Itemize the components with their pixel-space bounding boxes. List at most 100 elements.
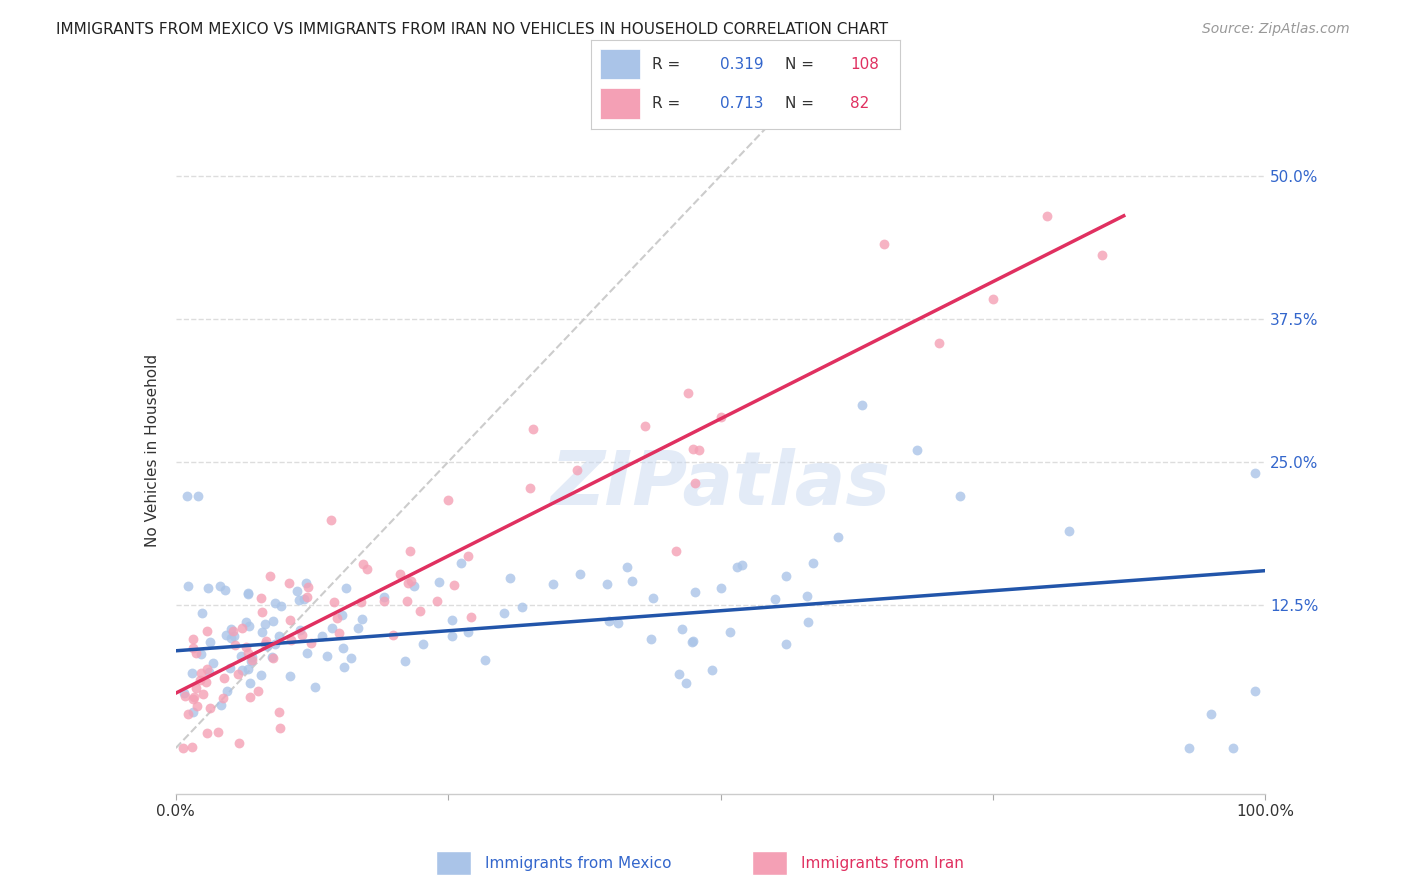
Point <box>198 665 221 679</box>
Text: N =: N = <box>786 96 820 111</box>
Point <box>215 683 238 698</box>
Point <box>288 624 311 638</box>
Point <box>285 584 308 599</box>
Point <box>474 653 496 667</box>
Point <box>382 627 405 641</box>
Point <box>328 626 350 640</box>
Point <box>675 675 697 690</box>
Point <box>253 637 276 651</box>
Point <box>873 237 896 252</box>
Point <box>250 668 273 682</box>
Point <box>315 648 337 663</box>
Point <box>264 637 287 651</box>
Point <box>409 604 432 618</box>
Point <box>681 634 703 648</box>
Point <box>250 605 273 619</box>
FancyBboxPatch shape <box>752 851 787 875</box>
Point <box>235 640 257 655</box>
Text: ZIPatlas: ZIPatlas <box>551 449 890 521</box>
Point <box>634 418 657 433</box>
Point <box>333 660 356 674</box>
Point <box>195 726 218 740</box>
Point <box>280 613 302 627</box>
Point <box>350 612 373 626</box>
Point <box>682 633 704 648</box>
Point <box>460 609 482 624</box>
Point <box>172 741 194 756</box>
FancyBboxPatch shape <box>436 851 471 875</box>
Point <box>214 627 236 641</box>
Point <box>219 661 242 675</box>
Point <box>304 680 326 694</box>
Point <box>326 611 349 625</box>
Point <box>682 442 704 457</box>
Point <box>228 667 250 681</box>
Point <box>177 579 200 593</box>
Point <box>295 591 318 605</box>
Point <box>250 624 273 639</box>
Point <box>796 615 818 630</box>
Point <box>191 687 214 701</box>
Point <box>702 663 724 677</box>
Point <box>607 615 630 630</box>
Point <box>640 632 662 646</box>
Point <box>676 385 699 400</box>
Point <box>259 569 281 583</box>
Point <box>399 544 422 558</box>
FancyBboxPatch shape <box>600 88 640 119</box>
Point <box>262 651 284 665</box>
Point <box>665 544 688 558</box>
Point <box>321 513 343 527</box>
Point <box>278 669 301 683</box>
Point <box>1243 467 1265 481</box>
Point <box>174 690 197 704</box>
Point <box>190 647 212 661</box>
Point <box>195 662 218 676</box>
Point <box>340 650 363 665</box>
Point <box>297 646 319 660</box>
Point <box>395 593 418 607</box>
Text: IMMIGRANTS FROM MEXICO VS IMMIGRANTS FROM IRAN NO VEHICLES IN HOUSEHOLD CORRELAT: IMMIGRANTS FROM MEXICO VS IMMIGRANTS FRO… <box>56 22 889 37</box>
Point <box>288 593 311 607</box>
Point <box>928 336 950 351</box>
Point <box>437 492 460 507</box>
Point <box>441 629 464 643</box>
Point <box>209 698 232 712</box>
Point <box>264 596 287 610</box>
Point <box>236 585 259 599</box>
Point <box>347 621 370 635</box>
Point <box>186 489 209 503</box>
Point <box>177 707 200 722</box>
Point <box>190 666 212 681</box>
Point <box>616 559 638 574</box>
Point <box>1222 741 1244 756</box>
Point <box>399 574 422 588</box>
Point <box>443 578 465 592</box>
Point <box>1243 683 1265 698</box>
Point <box>239 690 262 705</box>
Point <box>427 574 450 589</box>
Point <box>219 623 242 637</box>
Point <box>207 725 229 739</box>
Point <box>541 577 564 591</box>
Point <box>565 463 588 477</box>
Point <box>373 590 395 604</box>
Point <box>450 557 472 571</box>
Point <box>183 632 205 646</box>
Point <box>763 592 786 607</box>
Point <box>1091 248 1114 262</box>
Point <box>181 705 204 719</box>
Point <box>396 576 419 591</box>
Point <box>208 579 231 593</box>
Point <box>250 591 273 605</box>
Point <box>173 686 195 700</box>
Point <box>332 640 354 655</box>
Point <box>981 292 1004 306</box>
Point <box>224 629 246 643</box>
Point <box>295 576 318 591</box>
Point <box>299 636 322 650</box>
Point <box>246 684 269 698</box>
Point <box>202 656 225 670</box>
Point <box>239 676 262 690</box>
Text: 108: 108 <box>851 57 879 71</box>
